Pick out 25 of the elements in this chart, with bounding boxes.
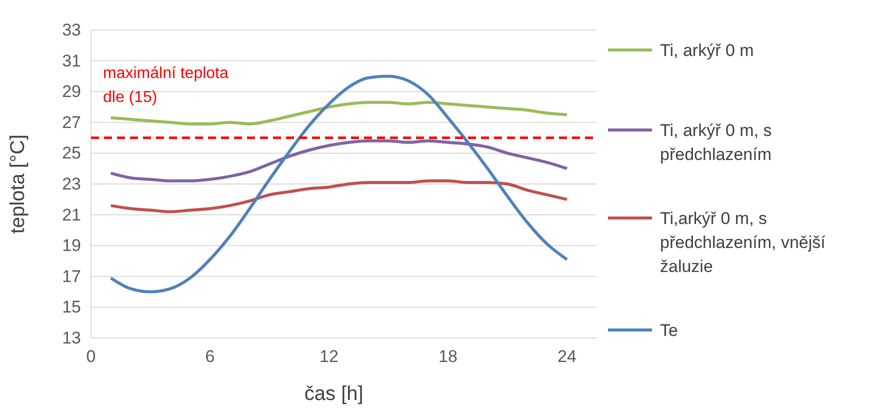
legend-label: Ti, arkýř 0 m, s předchlazením — [660, 121, 772, 164]
x-tick-label: 6 — [205, 347, 215, 366]
y-tick-label: 25 — [62, 144, 81, 163]
y-tick-label: 29 — [62, 82, 81, 102]
legend-label: Ti, arkýř 0 m — [660, 41, 754, 60]
legend-label: Ti,arkýř 0 m, s předchlazením, vnější žaluzie — [660, 209, 826, 276]
y-tick-label: 33 — [62, 20, 81, 40]
x-tick-label: 12 — [320, 347, 338, 366]
y-axis-title: teplota [°C] — [7, 134, 29, 234]
legend-label: Te — [660, 321, 678, 340]
line-series — [109, 139, 568, 182]
y-tick-label: 19 — [62, 236, 81, 256]
x-tick-label: 0 — [86, 347, 96, 366]
line-series — [109, 179, 568, 214]
x-tick-label: 18 — [438, 347, 458, 366]
y-tick-label: 23 — [62, 174, 81, 194]
ref-line-label: maximální teplota dle (15) — [103, 64, 228, 106]
y-tick-label: 31 — [62, 51, 81, 70]
y-tick-label: 15 — [62, 298, 81, 317]
x-tick-label: 24 — [558, 347, 576, 366]
y-tick-label: 13 — [62, 328, 81, 348]
y-tick-label: 21 — [62, 205, 81, 224]
y-tick-label: 17 — [62, 266, 81, 286]
y-tick-label: 27 — [62, 112, 81, 132]
x-axis-title: čas [h] — [304, 383, 364, 405]
